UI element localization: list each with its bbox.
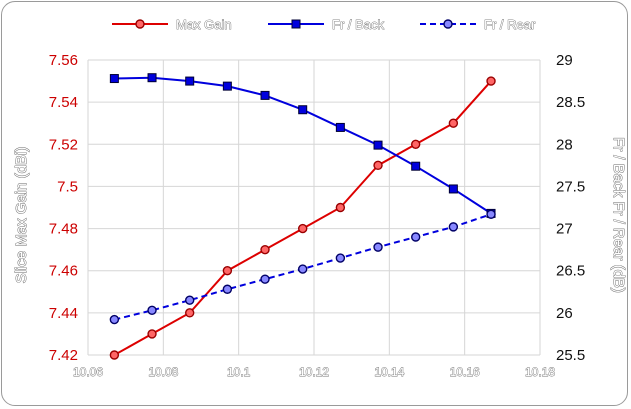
data-point	[373, 160, 383, 171]
legend: Max Gain Fr / Back Fr / Rear	[112, 17, 536, 32]
y-tick-left-label: 7.44	[49, 305, 78, 322]
data-point	[486, 76, 496, 86]
y-tick-right-label: 28.5	[556, 94, 585, 111]
data-point	[411, 161, 421, 171]
data-point	[260, 244, 270, 255]
legend-item: Max Gain	[112, 17, 232, 32]
y-tick-left-label: 7.46	[49, 263, 78, 280]
y-tick-right-label: 27.5	[556, 178, 585, 195]
data-point	[298, 264, 308, 274]
y-tick-right-label: 26.5	[556, 263, 585, 280]
data-point	[222, 81, 232, 91]
data-point	[373, 242, 383, 252]
data-point	[335, 253, 346, 263]
y-tick-right-label: 27	[556, 221, 573, 238]
legend-swatch-marker	[135, 19, 145, 29]
x-tick-label: 10.16	[450, 365, 480, 379]
y-tick-right-label: 28	[556, 136, 573, 153]
y-axis-left-title: Slice Max Gain (dBi)	[13, 147, 30, 284]
data-point	[448, 222, 459, 232]
data-point	[184, 295, 195, 305]
legend-item: Fr / Back	[268, 17, 385, 32]
data-point	[373, 140, 383, 150]
x-tick-label: 10.14	[374, 365, 404, 379]
series-line	[113, 80, 492, 356]
data-point	[185, 76, 195, 86]
data-point	[411, 139, 421, 149]
data-point	[109, 74, 119, 84]
y-tick-right-label: 26	[556, 305, 573, 322]
data-point	[335, 122, 345, 132]
y-tick-left-label: 7.56	[49, 52, 78, 69]
data-point	[448, 118, 459, 128]
data-point	[335, 202, 346, 213]
x-tick-label: 10.08	[148, 365, 178, 379]
data-point	[411, 232, 421, 242]
y-tick-left-label: 7.52	[49, 136, 78, 153]
legend-label: Fr / Back	[332, 17, 385, 32]
series-line	[114, 76, 492, 215]
legend-item: Fr / Rear	[420, 17, 536, 32]
data-point	[448, 184, 458, 194]
legend-label: Fr / Rear	[484, 17, 536, 32]
data-point	[486, 209, 496, 219]
data-point	[147, 73, 157, 83]
y-tick-right-label: 29	[556, 52, 573, 69]
data-point	[109, 314, 120, 325]
data-point	[298, 105, 308, 115]
y-tick-left-label: 7.5	[57, 178, 78, 195]
x-tick-label: 10.12	[299, 365, 329, 379]
data-point	[109, 350, 120, 360]
legend-swatch-marker	[443, 19, 453, 29]
y-tick-right-label: 25.5	[556, 347, 585, 364]
data-point	[222, 284, 233, 294]
data-point	[260, 274, 270, 284]
data-point	[184, 308, 195, 318]
y-tick-left-label: 7.54	[49, 94, 78, 111]
x-tick-label: 10.18	[525, 365, 555, 379]
series-layer	[109, 73, 496, 360]
axes: 7.42 7.44 7.46 7.48 7.5 7.52 7.54 7.56 25.5 26 26.…	[49, 52, 585, 379]
legend-swatch-marker	[291, 19, 301, 29]
legend-label: Max Gain	[176, 17, 232, 32]
data-point	[298, 223, 308, 234]
series-fr-rear	[109, 209, 496, 325]
data-point	[147, 329, 157, 339]
data-point	[147, 305, 157, 316]
x-tick-label: 10.06	[73, 365, 103, 379]
series-fr-back	[109, 73, 496, 218]
y-tick-left-label: 7.42	[49, 347, 78, 364]
x-tick-label: 10.1	[227, 365, 251, 379]
series-max-gain	[109, 76, 496, 360]
y-tick-left-label: 7.48	[49, 221, 78, 238]
data-point	[260, 90, 270, 100]
y-axis-right-title: Fr / Back Fr / Rear (dB)	[610, 137, 627, 293]
data-point	[222, 266, 233, 276]
